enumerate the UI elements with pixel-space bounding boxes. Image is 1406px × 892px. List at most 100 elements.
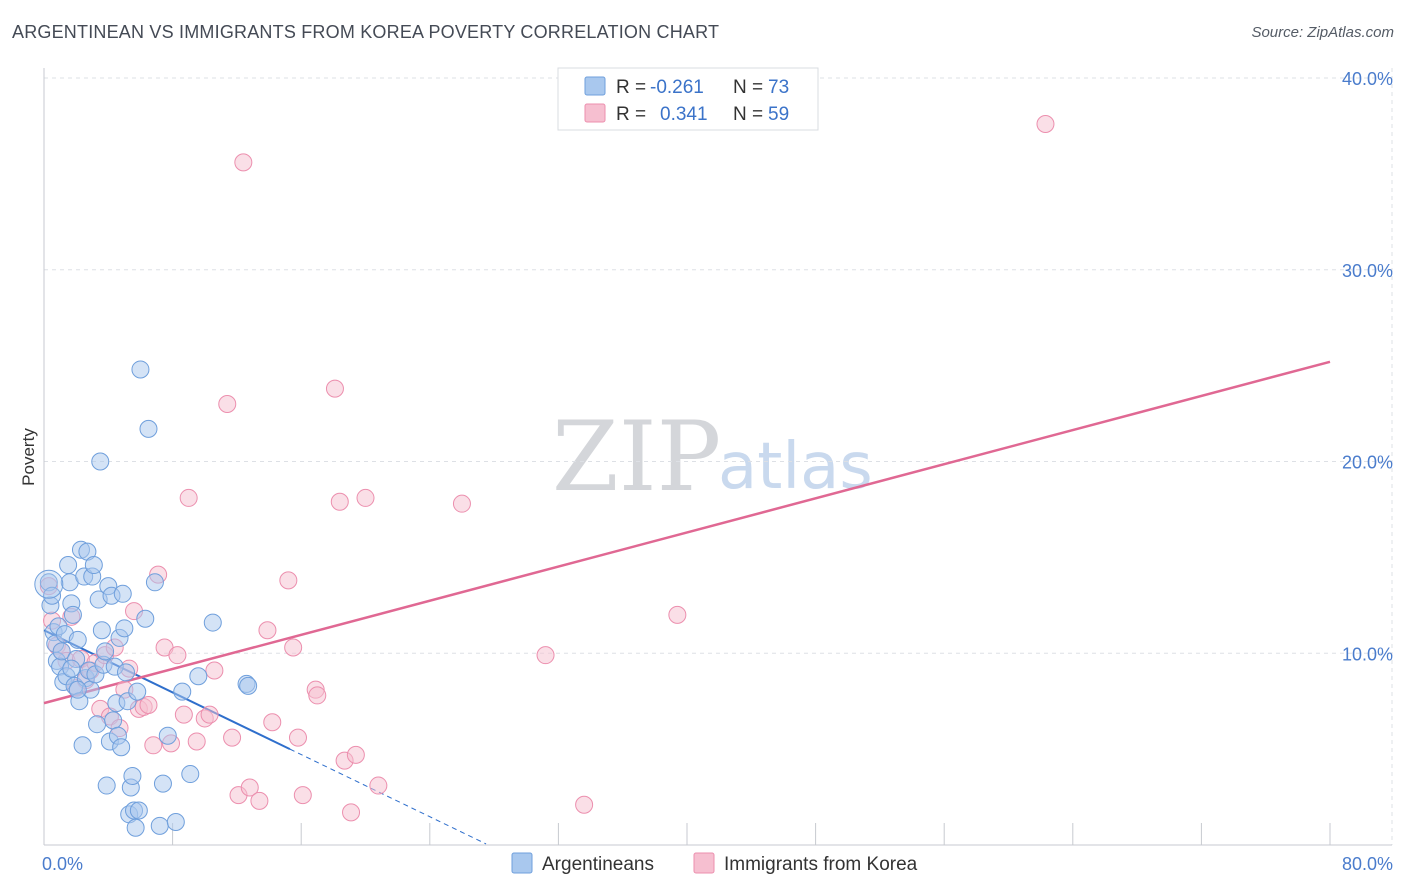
point-korea-26 (168, 646, 187, 665)
watermark-atlas: atlas (718, 430, 873, 504)
point-argentineans-65 (173, 682, 192, 701)
y-tick-label-30: 30.0% (1342, 261, 1393, 281)
point-argentineans-15 (63, 605, 82, 624)
chart-source: Source: ZipAtlas.com (1251, 24, 1394, 41)
point-korea-58 (1036, 115, 1055, 134)
point-argentineans-28 (84, 556, 103, 575)
point-korea-46 (308, 686, 327, 705)
axes: 10.0% 20.0% 30.0% 40.0% 0.0% 80.0% (42, 68, 1393, 874)
series-legend-label-argentineans: Argentineans (542, 854, 654, 875)
point-korea-57 (668, 605, 687, 624)
x-tick-label-max: 80.0% (1342, 854, 1393, 874)
point-argentineans-71 (62, 659, 81, 678)
y-tick-label-40: 40.0% (1342, 69, 1393, 89)
trend-line-argentineans (43, 629, 291, 751)
point-argentineans-52 (123, 766, 142, 785)
point-korea-29 (187, 732, 206, 751)
watermark-zip: ZIP (552, 401, 721, 513)
legend-r-label-0: R = (616, 77, 646, 98)
chart-title: ARGENTINEAN VS IMMIGRANTS FROM KOREA POV… (12, 22, 720, 42)
point-korea-42 (284, 638, 303, 657)
watermark: ZIP atlas (552, 401, 873, 513)
point-argentineans-18 (68, 630, 87, 649)
point-argentineans-45 (112, 738, 131, 757)
data-points (34, 115, 1055, 837)
series-legend-swatch-korea (693, 852, 715, 874)
point-korea-41 (279, 571, 298, 590)
point-argentineans-36 (97, 776, 116, 795)
stats-legend: R = -0.261 N = 73 R = 0.341 N = 59 (557, 67, 819, 131)
point-argentineans-58 (136, 609, 155, 628)
point-argentineans-61 (150, 816, 169, 835)
series-legend-swatch-argentineans (511, 852, 533, 874)
point-argentineans-54 (126, 818, 145, 837)
point-korea-44 (293, 786, 312, 805)
point-argentineans-48 (116, 663, 135, 682)
point-argentineans-32 (91, 452, 110, 471)
point-korea-31 (200, 705, 219, 724)
point-argentineans-66 (181, 765, 200, 784)
legend-swatch-korea (584, 103, 606, 123)
trend-line-argentineans-extension (289, 748, 487, 845)
point-korea-27 (174, 705, 193, 724)
point-argentineans-33 (92, 621, 111, 640)
point-argentineans-55 (128, 682, 147, 701)
point-korea-21 (139, 696, 158, 715)
point-korea-33 (218, 394, 237, 413)
point-argentineans-67 (189, 667, 208, 686)
y-tick-label-20: 20.0% (1342, 453, 1393, 473)
point-korea-54 (452, 494, 471, 513)
point-argentineans-12 (59, 556, 78, 575)
point-argentineans-57 (131, 360, 150, 379)
point-argentineans-59 (139, 419, 158, 438)
point-argentineans-64 (166, 812, 185, 831)
point-korea-32 (205, 661, 224, 680)
point-korea-52 (356, 488, 375, 507)
point-argentineans-60 (145, 573, 164, 592)
point-argentineans-40 (104, 711, 123, 730)
point-argentineans-70 (239, 676, 258, 695)
point-korea-50 (342, 803, 361, 822)
point-korea-28 (179, 488, 198, 507)
point-argentineans-62 (153, 774, 172, 793)
series-legend-label-korea: Immigrants from Korea (724, 854, 918, 875)
point-argentineans-68 (203, 613, 222, 632)
point-korea-48 (330, 492, 349, 511)
point-argentineans-72 (68, 680, 87, 699)
point-argentineans-8 (52, 642, 71, 661)
point-korea-22 (144, 736, 163, 755)
legend-swatch-argentineans (584, 76, 606, 96)
point-korea-38 (250, 791, 269, 810)
point-korea-55 (536, 646, 555, 665)
legend-n-label-1: N = (733, 104, 763, 125)
y-axis-label: Poverty (19, 428, 38, 486)
point-korea-53 (369, 776, 388, 795)
point-korea-47 (325, 379, 344, 398)
legend-r-value-0: -0.261 (650, 77, 704, 98)
point-korea-56 (575, 795, 594, 814)
point-argentineans-46 (113, 584, 132, 603)
legend-n-label-0: N = (733, 77, 763, 98)
point-argentineans-21 (73, 736, 92, 755)
y-tick-label-10: 10.0% (1342, 644, 1393, 664)
legend-n-value-0: 73 (768, 77, 789, 98)
point-argentineans-63 (158, 726, 177, 745)
legend-r-value-1: 0.341 (660, 104, 708, 125)
legend-r-label-1: R = (616, 104, 646, 125)
point-korea-34 (223, 728, 242, 747)
point-korea-40 (263, 713, 282, 732)
point-korea-36 (234, 153, 253, 172)
point-argentineans-47 (115, 619, 134, 638)
point-korea-37 (240, 778, 259, 797)
point-argentineans-cluster (34, 569, 64, 599)
series-legend: Argentineans Immigrants from Korea (511, 852, 918, 875)
point-argentineans-30 (88, 715, 107, 734)
point-argentineans-35 (96, 642, 115, 661)
trend-lines (43, 360, 1331, 845)
point-korea-51 (346, 745, 365, 764)
trend-line-korea (43, 360, 1331, 705)
point-korea-43 (288, 728, 307, 747)
point-korea-39 (258, 621, 277, 640)
point-argentineans-2 (43, 586, 62, 605)
